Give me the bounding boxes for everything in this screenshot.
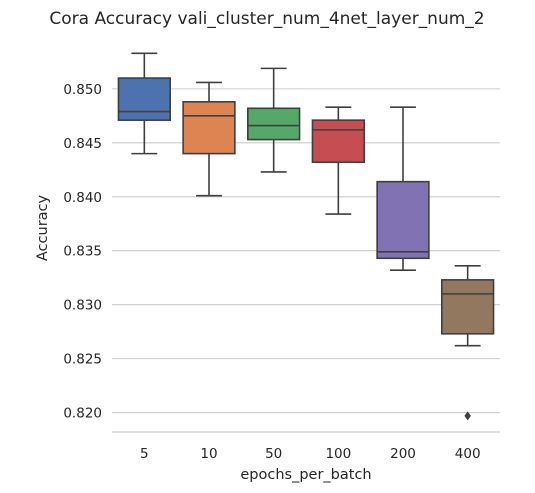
y-tick-labels: 0.820 0.825 0.830 0.835 0.840 0.845 0.850	[63, 82, 102, 422]
box-50	[247, 67, 301, 173]
y-tick-label: 0.820	[63, 406, 102, 422]
box-100	[311, 106, 366, 215]
x-tick-labels: 5 10 50 100 200 400	[140, 446, 481, 462]
chart-title: Cora Accuracy vali_cluster_num_4net_laye…	[49, 9, 484, 29]
boxes	[117, 52, 495, 421]
y-axis-label: Accuracy	[35, 194, 51, 261]
y-tick-label: 0.840	[63, 190, 102, 206]
box-body	[117, 77, 172, 121]
x-tick-label: 5	[140, 446, 149, 462]
box-body	[376, 180, 430, 260]
box-10	[182, 81, 236, 197]
box-400	[440, 265, 495, 421]
x-tick-label: 400	[455, 446, 481, 462]
box-body	[311, 119, 366, 164]
box-body	[440, 279, 495, 335]
box-body	[182, 101, 236, 155]
x-tick-label: 100	[325, 446, 351, 462]
y-tick-label: 0.835	[63, 244, 102, 260]
box-200	[376, 106, 430, 271]
x-tick-label: 200	[390, 446, 416, 462]
x-tick-label: 50	[265, 446, 282, 462]
box-body	[247, 107, 301, 141]
box-5	[117, 52, 172, 155]
outlier-point	[464, 411, 471, 421]
x-axis-label: epochs_per_batch	[240, 467, 371, 483]
grid-lines	[112, 88, 500, 414]
x-tick-label: 10	[200, 446, 217, 462]
y-tick-label: 0.825	[63, 352, 102, 368]
y-tick-label: 0.850	[63, 82, 102, 98]
y-tick-label: 0.845	[63, 136, 102, 152]
y-tick-label: 0.830	[63, 298, 102, 314]
